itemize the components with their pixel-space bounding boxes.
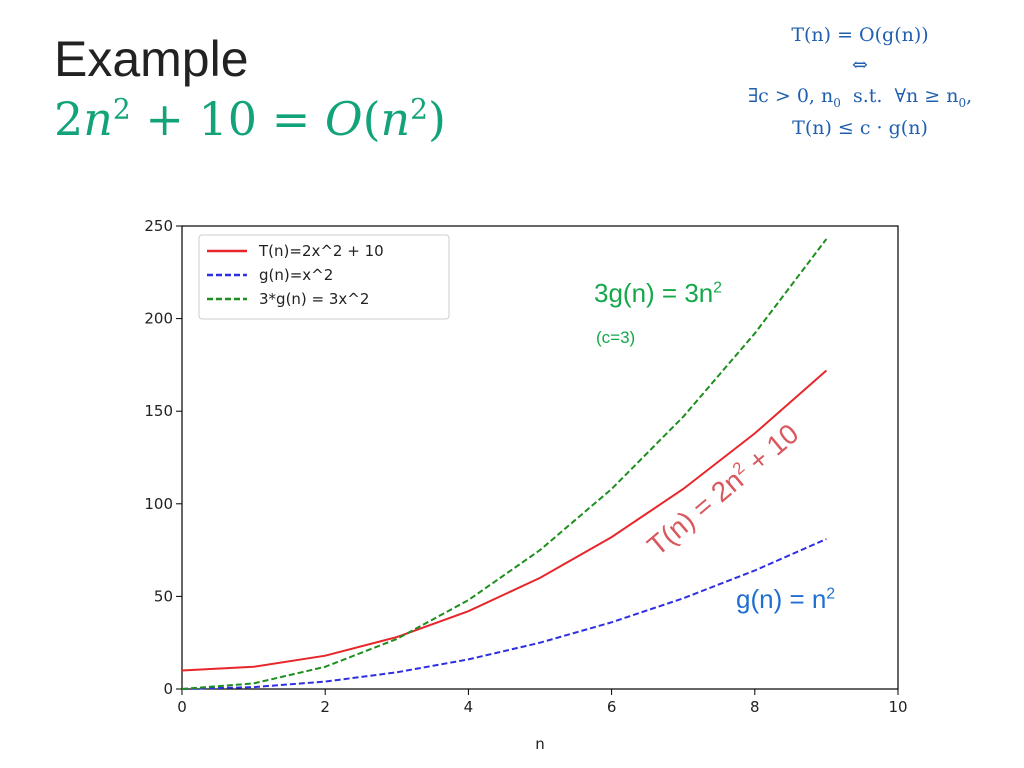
definition-comma: , — [966, 84, 973, 107]
legend-label-1: T(n)=2x^2 + 10 — [258, 242, 384, 260]
y-tick-label: 150 — [144, 402, 173, 420]
y-tick-label: 100 — [144, 495, 173, 513]
definition-such-that: s.t. ∀n ≥ n — [840, 84, 959, 107]
x-tick-label: 6 — [607, 698, 617, 716]
x-tick-label: 2 — [320, 698, 330, 716]
formula-var: n — [83, 92, 113, 146]
y-tick-label: 0 — [163, 680, 173, 698]
x-axis-label: n — [535, 735, 545, 753]
definition-line-1: T(n) = O(g(n)) — [791, 24, 929, 46]
big-o-definition: T(n) = O(g(n)) ⇔ ∃c > 0, n0 s.t. ∀n ≥ n0… — [700, 20, 1020, 143]
annotation-3g-sup: 2 — [713, 279, 722, 297]
formula-coef: 2 — [54, 92, 84, 146]
definition-line-3: ∃c > 0, n0 s.t. ∀n ≥ n0, — [700, 81, 1020, 113]
annotation-3g-curve: 3g(n) = 3n2 — [594, 278, 722, 309]
series-line-2 — [181, 538, 827, 690]
annotation-g-text: g(n) = n — [736, 584, 827, 614]
annotation-g-sup: 2 — [826, 585, 836, 603]
series-line-3 — [181, 238, 828, 690]
x-tick-label: 0 — [177, 698, 187, 716]
slide-title: Example — [54, 31, 249, 87]
series-line-1 — [181, 369, 828, 672]
slide-formula: 2n2 + 10 = O(n2) — [54, 92, 446, 146]
y-tick-label: 250 — [144, 217, 173, 235]
legend-label-2: g(n)=x^2 — [259, 266, 333, 284]
formula-var-2: n — [380, 92, 411, 146]
plot-frame — [181, 225, 899, 690]
annotation-3g-text: 3g(n) = 3n — [594, 278, 714, 308]
legend-box — [198, 234, 450, 320]
definition-sub-2: 0 — [958, 95, 967, 110]
formula-const: + 10 = — [130, 92, 325, 146]
formula-exp-2: 2 — [410, 92, 428, 126]
formula-open: ( — [362, 92, 381, 146]
definition-line-4: T(n) ≤ c · g(n) — [792, 116, 928, 139]
x-tick-label: 4 — [464, 698, 474, 716]
annotation-g-curve: g(n) = n2 — [736, 584, 835, 615]
definition-line-2: ⇔ — [852, 54, 868, 77]
legend-label-3: 3*g(n) = 3x^2 — [259, 290, 369, 308]
y-tick-label: 50 — [154, 587, 173, 605]
formula-exp: 2 — [112, 92, 131, 126]
y-tick-label: 200 — [144, 310, 173, 328]
x-tick-label: 8 — [750, 698, 760, 716]
definition-sub-1: 0 — [833, 95, 841, 110]
formula-big-o: O — [324, 92, 363, 146]
formula-close: ) — [428, 92, 446, 146]
annotation-c-value: (c=3) — [596, 328, 636, 347]
definition-exists: ∃c > 0, n — [747, 84, 834, 107]
x-tick-label: 10 — [888, 698, 907, 716]
